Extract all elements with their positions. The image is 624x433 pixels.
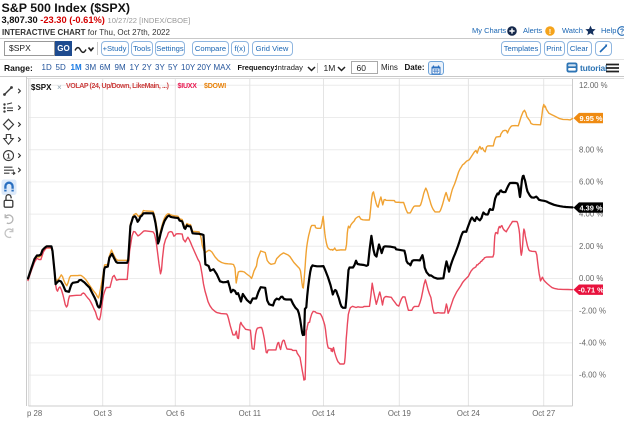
svg-text:12.00 %: 12.00 % (579, 81, 608, 90)
svg-text:-6.00 %: -6.00 % (579, 371, 606, 380)
svg-text:1: 1 (6, 151, 10, 160)
svg-text:0.00 %: 0.00 % (579, 274, 603, 283)
svg-text:4.39 %: 4.39 % (579, 203, 602, 212)
svg-text:9.95 %: 9.95 % (579, 114, 602, 123)
svg-text:-2.00 %: -2.00 % (579, 306, 606, 315)
svg-text:8.00 %: 8.00 % (579, 145, 603, 154)
svg-text:Oct 24: Oct 24 (457, 409, 481, 418)
svg-text:Oct 27: Oct 27 (532, 409, 555, 418)
svg-text:?: ? (620, 28, 624, 35)
svg-text:2.00 %: 2.00 % (579, 242, 603, 251)
svg-text:4.00 %: 4.00 % (579, 210, 603, 219)
svg-text:-4.00 %: -4.00 % (579, 339, 606, 348)
svg-text:Oct 11: Oct 11 (239, 409, 261, 418)
svg-text:Oct 6: Oct 6 (166, 409, 185, 418)
svg-text:6.00 %: 6.00 % (579, 178, 603, 187)
svg-text:p 28: p 28 (27, 409, 42, 418)
svg-text:Oct 3: Oct 3 (93, 409, 112, 418)
svg-text:Oct 14: Oct 14 (312, 409, 336, 418)
svg-text:Oct 19: Oct 19 (388, 409, 411, 418)
svg-text:-0.71 %: -0.71 % (578, 285, 604, 294)
svg-text:!: ! (549, 26, 552, 35)
